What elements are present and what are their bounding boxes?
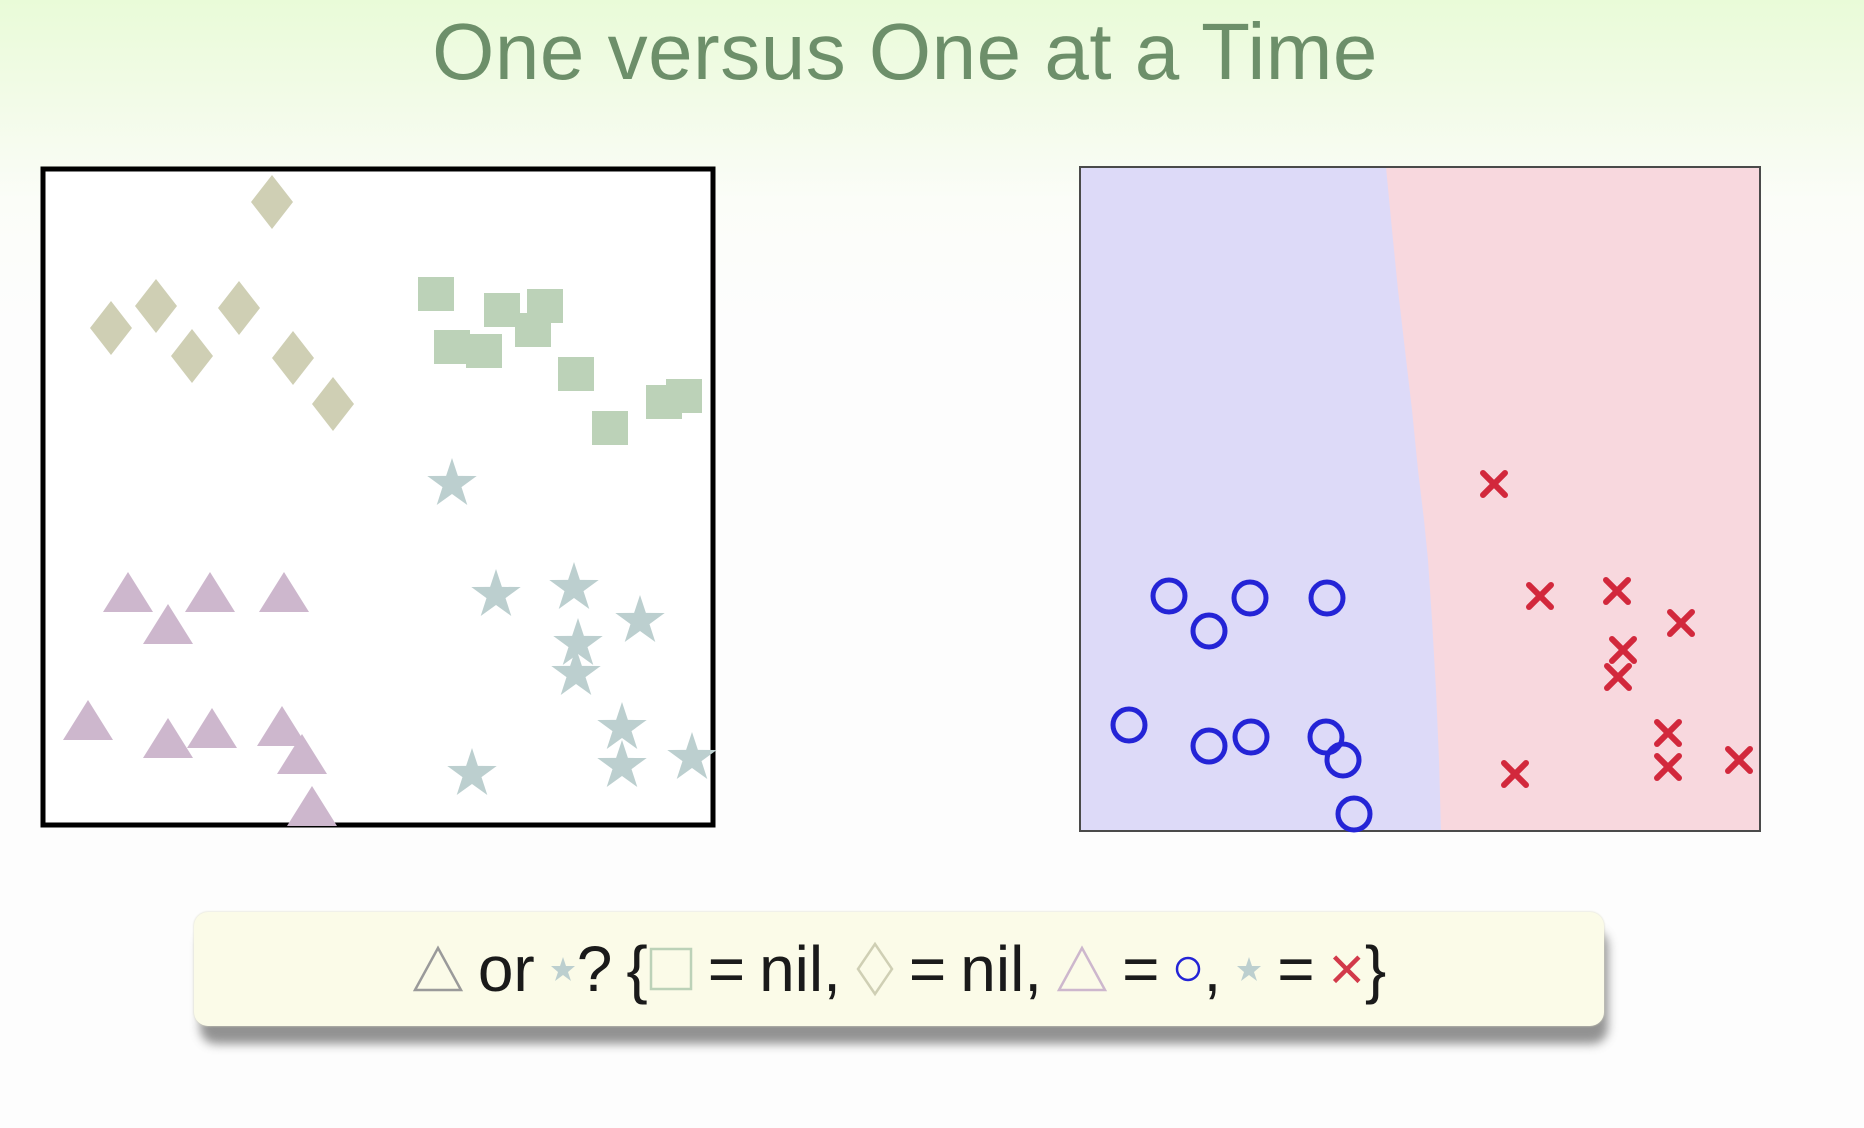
right-plot-red-region — [1386, 167, 1760, 831]
cross-point — [1604, 663, 1632, 691]
diamond-outline-icon — [856, 941, 894, 997]
square-point — [666, 379, 702, 413]
diamond-point — [272, 331, 314, 385]
cross-point — [1603, 577, 1631, 605]
cross-point — [1526, 582, 1554, 610]
cross-point — [1667, 609, 1695, 637]
circle-point — [1335, 795, 1373, 833]
caption-open-brace: { — [626, 933, 648, 1005]
square-point — [592, 411, 628, 445]
caption-or: or — [477, 933, 535, 1005]
star-point — [427, 458, 477, 505]
diamond-point — [90, 301, 132, 355]
diamond-point — [171, 329, 213, 383]
square-point — [515, 313, 551, 347]
star-point — [471, 569, 521, 616]
circle-point — [1150, 577, 1188, 615]
star-point — [553, 618, 603, 665]
left-plot-frame — [40, 166, 716, 828]
star-point — [615, 595, 665, 642]
caption-question: ? — [576, 933, 613, 1005]
cross-point — [1725, 746, 1753, 774]
cross-point — [1654, 719, 1682, 747]
triangle-point — [187, 708, 237, 748]
caption-nil-2: nil, — [960, 933, 1043, 1005]
small-circle-icon — [1176, 956, 1201, 982]
diamond-point — [218, 281, 260, 335]
circle-point — [1232, 718, 1270, 756]
cross-point — [1480, 470, 1508, 498]
caption-cross-symbol: × — [1328, 934, 1365, 1004]
cross-point — [1654, 753, 1682, 781]
caption-equals-2: = — [908, 933, 947, 1005]
square-point — [418, 277, 454, 311]
triangle-point — [277, 734, 327, 774]
star-point — [667, 732, 717, 779]
slide-title: One versus One at a Time — [432, 7, 1378, 96]
star-point — [597, 702, 647, 749]
caption-box: or ? { = nil, = nil, = , = × } — [194, 912, 1604, 1026]
square-outline-icon — [649, 947, 692, 991]
square-point — [558, 357, 594, 391]
diamond-point — [135, 279, 177, 333]
star-point — [447, 748, 497, 795]
star-point — [597, 740, 647, 787]
triangle-point — [103, 572, 153, 612]
caption-equals-4: = — [1277, 933, 1315, 1005]
caption-comma: , — [1203, 933, 1222, 1005]
caption-equals-1: = — [707, 933, 746, 1005]
square-point — [484, 293, 520, 327]
triangle-point — [257, 706, 307, 746]
triangle-point — [185, 572, 235, 612]
circle-point — [1190, 612, 1228, 650]
diamond-point — [312, 377, 354, 431]
triangle-point — [143, 604, 193, 644]
small-star-icon — [550, 957, 575, 981]
diamond-point — [251, 175, 293, 229]
square-point — [466, 334, 502, 368]
triangle-point — [259, 572, 309, 612]
circle-point — [1110, 706, 1148, 744]
triangle-point — [287, 786, 337, 826]
triangle-point — [143, 718, 193, 758]
cross-point — [1501, 760, 1529, 788]
cross-point — [1609, 636, 1637, 664]
right-plot-frame — [1079, 166, 1761, 832]
caption-equals-3: = — [1122, 933, 1160, 1005]
square-point — [434, 330, 470, 364]
left-plot-marks — [63, 175, 717, 826]
circle-point — [1231, 579, 1269, 617]
right-plot — [1079, 166, 1761, 833]
triangle-point — [63, 700, 113, 740]
star-point — [549, 562, 599, 609]
circle-point — [1324, 741, 1362, 779]
triangle-outline-icon-2 — [1056, 945, 1108, 992]
right-plot-marks — [1110, 470, 1753, 833]
caption-close-brace: } — [1364, 933, 1387, 1005]
circle-point — [1190, 727, 1228, 765]
caption-nil-1: nil, — [759, 933, 841, 1005]
star-point — [551, 648, 601, 695]
triangle-outline-icon — [412, 945, 463, 992]
small-star-icon-2 — [1237, 957, 1262, 981]
circle-point — [1308, 579, 1346, 617]
